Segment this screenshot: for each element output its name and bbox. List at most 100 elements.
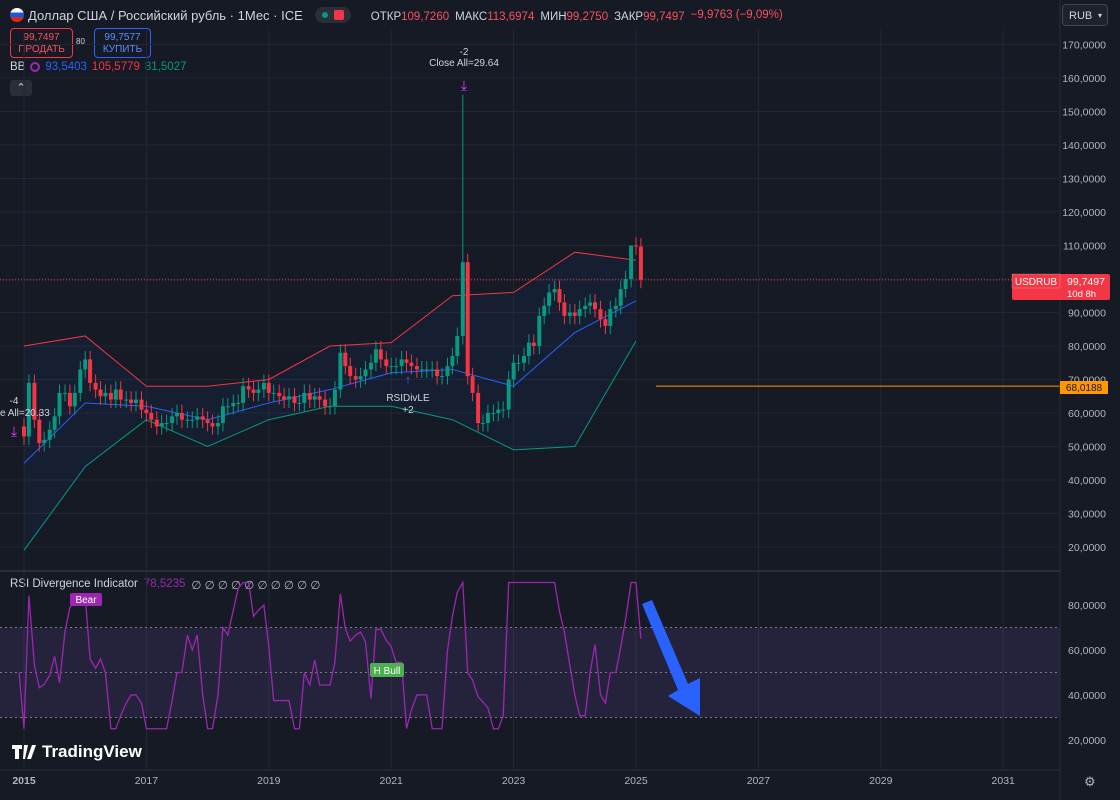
candle-body: [439, 376, 444, 378]
collapse-legend-button[interactable]: ⌃: [10, 80, 32, 96]
candle-body: [154, 419, 159, 427]
y-tick-label: 50,0000: [1068, 442, 1106, 454]
candle-body: [170, 416, 175, 424]
last-price-value: 99,7497: [1067, 276, 1105, 288]
rsi-tick-label: 80,0000: [1068, 600, 1106, 612]
y-tick-label: 160,0000: [1062, 73, 1106, 85]
hbull-badge: [370, 663, 404, 677]
candle-body: [369, 362, 374, 370]
candle-body: [220, 406, 225, 424]
candle-body: [200, 416, 205, 420]
y-tick-label: 60,0000: [1068, 408, 1106, 420]
spread-value: 80: [76, 37, 85, 46]
candle-body: [83, 359, 88, 370]
candle-body: [26, 382, 31, 437]
candle-body: [455, 335, 460, 357]
ohlc-value: 99,2750: [566, 10, 609, 23]
bb-legend[interactable]: BB 93,5403 105,5779 81,5027: [10, 61, 186, 73]
candle-body: [317, 396, 322, 400]
candle-body: [430, 369, 435, 371]
candle-body: [592, 302, 597, 310]
candle-body: [399, 359, 404, 367]
symbol-title[interactable]: Доллар США / Российский рубль · 1Мес · I…: [28, 7, 303, 23]
candle-body: [88, 359, 93, 383]
candle-body: [205, 419, 210, 424]
candle-body: [629, 245, 634, 279]
candle-body: [103, 392, 108, 397]
candle-body: [241, 386, 246, 403]
y-tick-label: 120,0000: [1062, 207, 1106, 219]
sell-label: ПРОДАТЬ: [18, 44, 65, 55]
market-open-icon: [321, 12, 328, 18]
hline-tag: [1060, 381, 1108, 394]
bb-upper-line: [23, 251, 637, 387]
indicator-settings-icon[interactable]: [30, 62, 41, 72]
candle-body: [623, 279, 628, 290]
price-axis-bg: [1060, 30, 1120, 770]
candle-body: [266, 382, 271, 393]
forecast-arrow-icon: [642, 600, 700, 716]
candle-body: [52, 416, 57, 430]
buy-button[interactable]: 99,7577 КУПИТЬ: [94, 28, 151, 58]
candle-body: [22, 426, 26, 437]
candle-body: [404, 359, 409, 363]
ohlc-key: МИН: [540, 10, 567, 23]
annotations: -2 Close All=29.64 ⤓ ↑ RSIDivLE +2 -4 e …: [0, 47, 700, 716]
candle-body: [465, 262, 470, 377]
alert-icon: [333, 10, 344, 20]
candle-body: [72, 392, 77, 407]
candle-countdown: 10d 8h: [1067, 289, 1096, 300]
sell-price: 99,7497: [23, 32, 60, 43]
sell-button[interactable]: 99,7497 ПРОДАТЬ: [10, 28, 73, 58]
candle-body: [460, 262, 465, 336]
candle-body: [506, 379, 511, 410]
x-tick-label: 2019: [257, 775, 281, 787]
rsi-legend[interactable]: RSI Divergence Indicator 78,5235 ∅ ∅ ∅ ∅…: [10, 578, 320, 592]
candle-body: [567, 312, 572, 316]
ohlc-values: ОТКР109,7260 МАКС113,6974 МИН99,2750 ЗАКР99…: [365, 8, 685, 23]
bb-basis-value: 93,5403: [45, 61, 87, 73]
rsi-placeholders: ∅ ∅ ∅ ∅ ∅ ∅ ∅ ∅ ∅ ∅: [191, 580, 321, 592]
ohlc-value: 109,7260: [401, 10, 450, 23]
candle-body: [531, 342, 536, 346]
candle-body: [124, 399, 129, 401]
market-status-badge[interactable]: [314, 7, 351, 23]
y-tick-label: 140,0000: [1062, 140, 1106, 152]
logo-text: TradingView: [42, 742, 142, 761]
candle-body: [583, 305, 588, 310]
candle-body: [476, 392, 481, 424]
rsi-line: [18, 580, 642, 730]
candle-body: [634, 245, 638, 247]
bear-label: Bear: [75, 595, 97, 606]
currency-flag-icon: [10, 8, 24, 22]
candle-body: [149, 413, 154, 420]
candle-body: [552, 289, 557, 293]
candle-body: [394, 366, 399, 368]
left-exit-arrow-icon: ⤓: [11, 423, 17, 439]
candle-body: [638, 246, 643, 280]
gear-icon[interactable]: ⚙: [1084, 774, 1096, 789]
candle-body: [598, 309, 603, 320]
x-tick-label: 2029: [869, 775, 893, 787]
currency-selector[interactable]: RUB ▾: [1062, 4, 1108, 26]
candle-body: [216, 423, 221, 427]
candle-body: [139, 399, 144, 410]
candle-body: [603, 319, 608, 326]
candle-body: [338, 352, 343, 390]
y-tick-label: 30,0000: [1068, 509, 1106, 521]
ohlc-key: ОТКР: [370, 10, 402, 23]
candle-body: [511, 362, 516, 380]
y-tick-label: 80,0000: [1068, 341, 1106, 353]
x-tick-label: 2023: [502, 775, 526, 787]
price-tags: USDRUB 99,7497 10d 8h 68,0188: [1011, 273, 1110, 394]
candle-body: [133, 399, 138, 403]
symbol-tag-box: [1011, 273, 1061, 289]
candle-body: [118, 389, 123, 400]
candle-body: [256, 389, 261, 393]
candle-body: [32, 382, 37, 420]
candle-body: [78, 369, 83, 393]
buy-label: КУПИТЬ: [102, 44, 143, 55]
candle-body: [562, 302, 567, 316]
